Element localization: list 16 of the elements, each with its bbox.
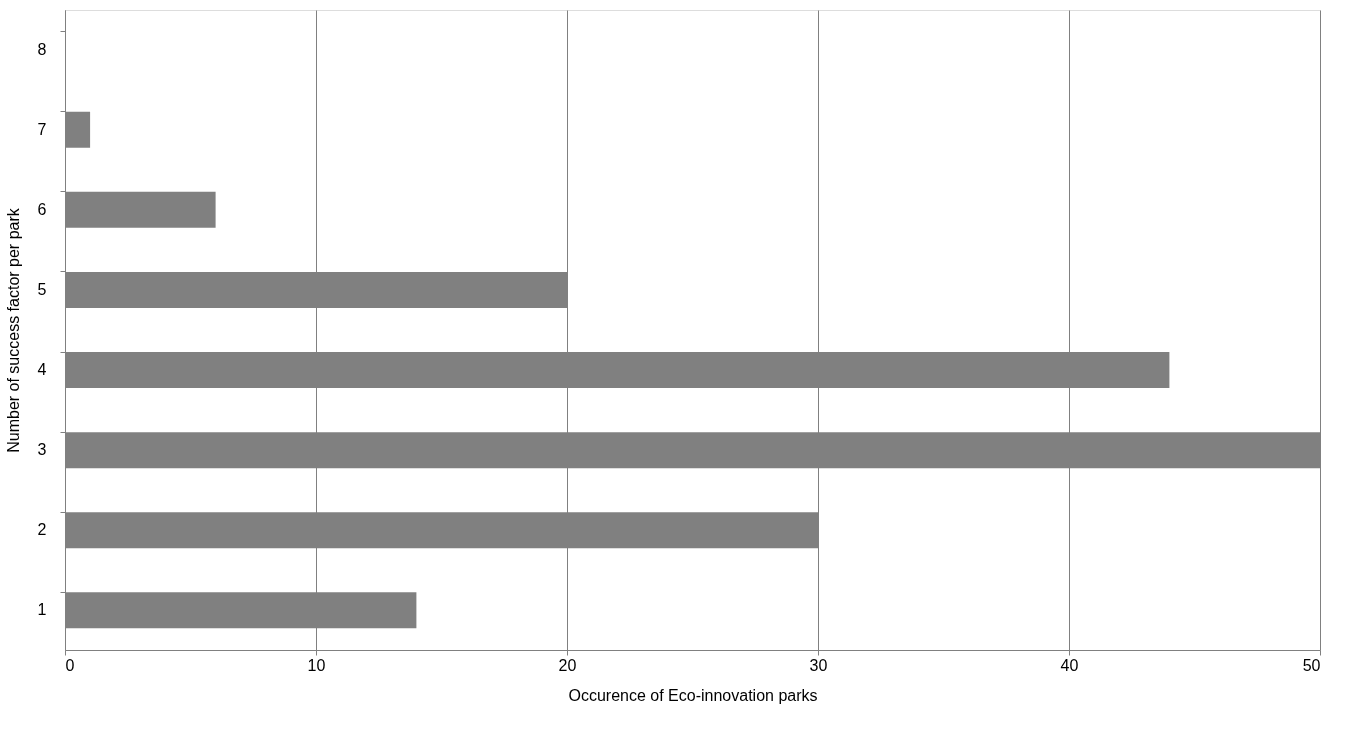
y-tick-label: 7 [37,120,47,138]
y-axis-title: Number of success factor per park [4,207,22,453]
x-tick-label: 20 [558,656,577,674]
y-tick-label: 3 [37,441,47,459]
x-tick-label: 0 [65,656,75,674]
y-tick-label: 2 [37,521,47,539]
y-tick-label: 4 [37,361,47,379]
y-tick-label: 1 [37,601,47,619]
x-tick-label: 10 [307,656,326,674]
x-tick-label: 30 [809,656,828,674]
y-tick-label: 8 [37,40,47,58]
x-axis-title: Occurence of Eco-innovation parks [568,686,818,704]
y-tick-label: 6 [37,200,47,218]
x-tick-label: 40 [1060,656,1079,674]
y-tick-label: 5 [37,280,47,298]
x-tick-label: 50 [1302,656,1321,674]
